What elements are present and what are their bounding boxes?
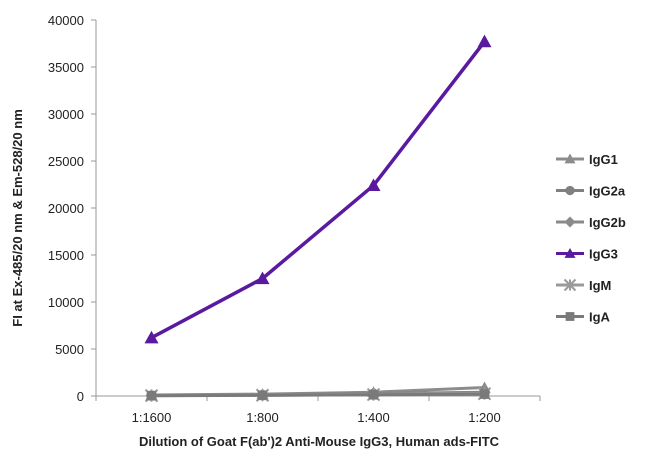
y-tick-label: 10000 [48, 295, 84, 310]
legend-item-igg2a: IgG2a [556, 184, 626, 199]
y-tick-label: 25000 [48, 154, 84, 169]
data-point-iga [146, 390, 157, 401]
legend-label: IgA [589, 310, 611, 325]
series-line-igg3 [150, 40, 486, 340]
legend-marker-igg2b [564, 216, 576, 228]
legend-marker-igg3 [564, 248, 576, 258]
data-point-igg3 [366, 178, 381, 192]
legend-marker-igg1 [564, 153, 576, 164]
data-point-iga [479, 389, 490, 399]
series-layer [144, 34, 492, 403]
y-tick-label: 30000 [48, 107, 84, 122]
legend-label: IgG1 [589, 152, 618, 167]
legend-item-iga: IgA [556, 310, 611, 325]
legend-item-igg3: IgG3 [556, 247, 618, 262]
legend-item-igm: IgM [556, 278, 611, 293]
x-tick-label: 1:400 [357, 410, 390, 425]
y-tick-label: 0 [77, 389, 84, 404]
y-axis-title: FI at Ex-485/20 nm & Em-528/20 nm [10, 109, 25, 326]
series-igg3 [144, 34, 492, 344]
legend-item-igg1: IgG1 [556, 152, 618, 167]
data-point-iga [368, 389, 379, 400]
legend-label: IgG3 [589, 247, 618, 262]
data-point-igg3 [477, 34, 492, 48]
series-line-iga [151, 392, 485, 398]
x-axis-title: Dilution of Goat F(ab')2 Anti-Mouse IgG3… [139, 434, 500, 449]
legend-marker-igg2a [565, 185, 575, 196]
data-point-igg3 [144, 330, 159, 344]
y-tick-label: 35000 [48, 60, 84, 75]
legend: IgG1 IgG2a IgG2b IgG3 IgM IgA [556, 152, 626, 325]
x-tick-label: 1:200 [468, 410, 501, 425]
y-tick-label: 15000 [48, 248, 84, 263]
x-tick-label: 1:800 [246, 410, 279, 425]
x-axis-ticks: 1:1600 1:800 1:400 1:200 [95, 396, 541, 425]
y-tick-label: 5000 [55, 342, 84, 357]
y-tick-label: 40000 [48, 13, 84, 28]
legend-marker-iga [565, 312, 575, 321]
legend-label: IgG2a [589, 184, 626, 199]
legend-marker-igm [563, 278, 577, 292]
legend-label: IgM [589, 278, 611, 293]
legend-item-igg2b: IgG2b [556, 215, 626, 230]
legend-label: IgG2b [589, 215, 626, 230]
y-tick-label: 20000 [48, 201, 84, 216]
y-axis-ticks: 0 5000 10000 15000 20000 25000 30000 35000 40000 [48, 13, 96, 404]
data-point-iga [257, 390, 268, 401]
data-point-igg3 [255, 271, 270, 285]
x-tick-label: 1:1600 [132, 410, 172, 425]
series-iga [146, 389, 490, 401]
